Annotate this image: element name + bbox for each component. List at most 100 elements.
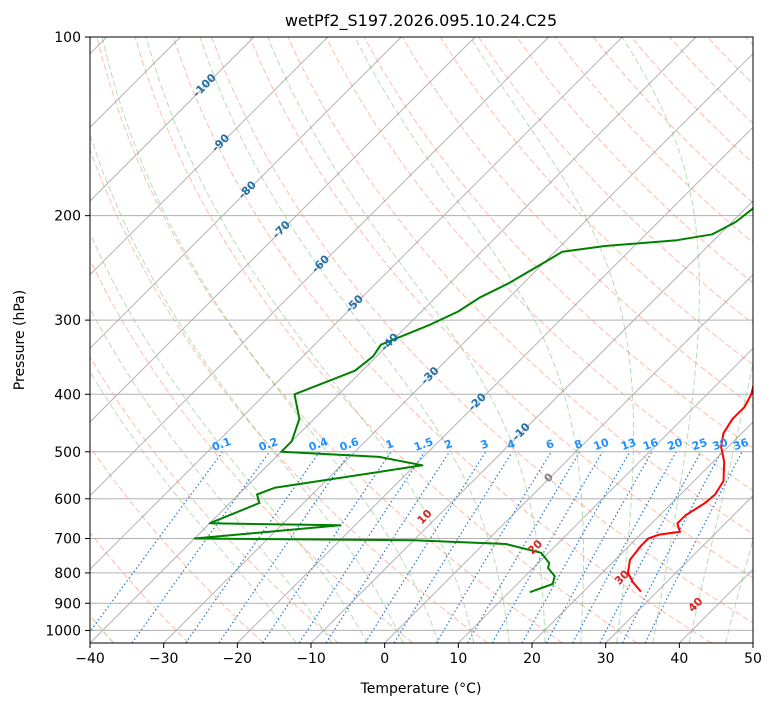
mixing-ratio-line [644, 451, 743, 643]
isotherm-line [90, 37, 255, 202]
x-tick-label: 20 [523, 651, 541, 667]
isotherm-label: -60 [309, 252, 332, 275]
isotherm-label: -30 [418, 364, 441, 387]
x-axis-title: Temperature (°C) [360, 681, 482, 697]
dry-adiabat-line [90, 258, 414, 643]
moist-adiabat-line [90, 133, 404, 643]
dry-adiabat-line [211, 37, 753, 624]
mixing-ratio-line [298, 451, 426, 643]
moist-adiabat-line [90, 307, 333, 643]
isotherm-label: -80 [236, 178, 259, 201]
dry-adiabat-line [90, 445, 264, 643]
moist-adiabat-line [101, 37, 439, 643]
mixing-ratio-label: 4 [505, 437, 517, 452]
isotherm-line [752, 642, 753, 643]
x-tick-label: −20 [223, 651, 253, 667]
dry-adiabat-line [516, 37, 753, 284]
isotherm-line [90, 37, 402, 350]
mixing-ratio-line [435, 451, 552, 643]
plot-frame [89, 36, 754, 644]
x-tick-label: −30 [149, 651, 179, 667]
isotherm-line [90, 37, 476, 423]
x-tick-label: 10 [449, 651, 467, 667]
mixing-ratio-line [262, 451, 392, 643]
dewpoint-profile-line [193, 206, 753, 594]
dry-adiabat-line [96, 37, 563, 643]
mixing-ratio-line [572, 451, 677, 643]
mixing-ratio-label: 2 [443, 437, 455, 452]
x-tick-label: 0 [380, 651, 389, 667]
mixing-ratio-line [131, 451, 271, 643]
mixing-ratio-label: 20 [666, 436, 685, 454]
y-tick-label: 600 [54, 492, 81, 508]
mixing-ratio-label: 16 [641, 436, 660, 454]
mixing-ratio-label: 10 [592, 436, 611, 454]
isotherm-line [163, 52, 753, 643]
moist-adiabat-line [90, 370, 297, 643]
y-axis-title: Pressure (hPa) [12, 290, 28, 390]
isotherm-line [90, 37, 329, 276]
x-tick-label: −10 [296, 651, 326, 667]
isotherm-line [90, 37, 623, 571]
dry-adiabat-line [249, 37, 753, 579]
dry-adiabat-line [592, 37, 753, 204]
isotherm-label: -100 [190, 71, 219, 100]
temperature-profile-line [626, 383, 753, 593]
mixing-ratio-line [218, 451, 351, 643]
isotherm-line [310, 200, 753, 643]
dry-adiabat-line [90, 531, 190, 643]
mixing-ratio-label: 25 [690, 436, 709, 453]
mixing-ratio-line [521, 451, 631, 643]
y-tick-label: 400 [54, 387, 81, 403]
mixing-ratio-label: 1.5 [412, 435, 435, 454]
y-tick-label: 100 [54, 30, 81, 46]
mixing-ratio-label: 0.1 [210, 435, 233, 454]
isotherm-label: -70 [270, 218, 293, 241]
y-tick-label: 200 [54, 209, 81, 225]
isotherm-line [457, 347, 753, 643]
dry-adiabat-line [669, 37, 753, 125]
isotherm-line [384, 273, 753, 643]
moist-adiabat-line [267, 37, 546, 643]
moist-adiabat-label: 40 [686, 595, 706, 615]
moist-adiabat-line [145, 37, 475, 643]
mixing-ratio-line [90, 451, 224, 633]
mixing-ratio-label: 8 [573, 437, 585, 452]
mixing-ratio-line [364, 451, 487, 643]
mixing-ratio-label: 1 [384, 437, 396, 452]
moist-adiabat-line [90, 231, 369, 643]
y-tick-label: 800 [54, 566, 81, 582]
y-tick-label: 700 [54, 532, 81, 548]
mixing-ratio-line [599, 451, 702, 643]
isotherm-line [531, 421, 753, 643]
x-tick-label: 30 [597, 651, 615, 667]
y-tick-label: 1000 [45, 623, 81, 639]
x-tick-label: 50 [744, 651, 762, 667]
moist-adiabat-line [470, 37, 634, 643]
y-tick-label: 900 [54, 596, 81, 612]
dry-adiabat-line [401, 37, 753, 407]
isotherm-line [678, 568, 753, 643]
moist-adiabat-line [621, 37, 700, 643]
dry-adiabat-line [439, 37, 753, 366]
y-tick-label: 300 [54, 313, 81, 329]
mixing-ratio-label: 36 [731, 436, 750, 454]
isotherm-line [236, 126, 753, 643]
chart-title: wetPf2_S197.2026.095.10.24.C25 [285, 11, 557, 31]
x-tick-label: −40 [75, 651, 105, 667]
mixing-ratio-label: 13 [619, 436, 638, 453]
dry-adiabat-line [707, 37, 753, 85]
dry-adiabat-line [90, 148, 488, 643]
mixing-ratio-label: 0.2 [257, 435, 280, 454]
isotherm-line [605, 494, 753, 643]
moist-adiabat-line [725, 538, 753, 643]
dry-adiabat-line [90, 355, 339, 643]
moist-adiabat-line [688, 361, 753, 643]
mixing-ratio-label: 6 [544, 437, 556, 452]
mixing-ratio-label: 0.4 [307, 435, 330, 454]
mixing-ratio-line [545, 451, 653, 643]
isotherm-label: -40 [378, 330, 401, 353]
dry-adiabat-line [554, 37, 753, 244]
y-tick-label: 500 [54, 445, 81, 461]
mixing-ratio-line [185, 451, 321, 643]
